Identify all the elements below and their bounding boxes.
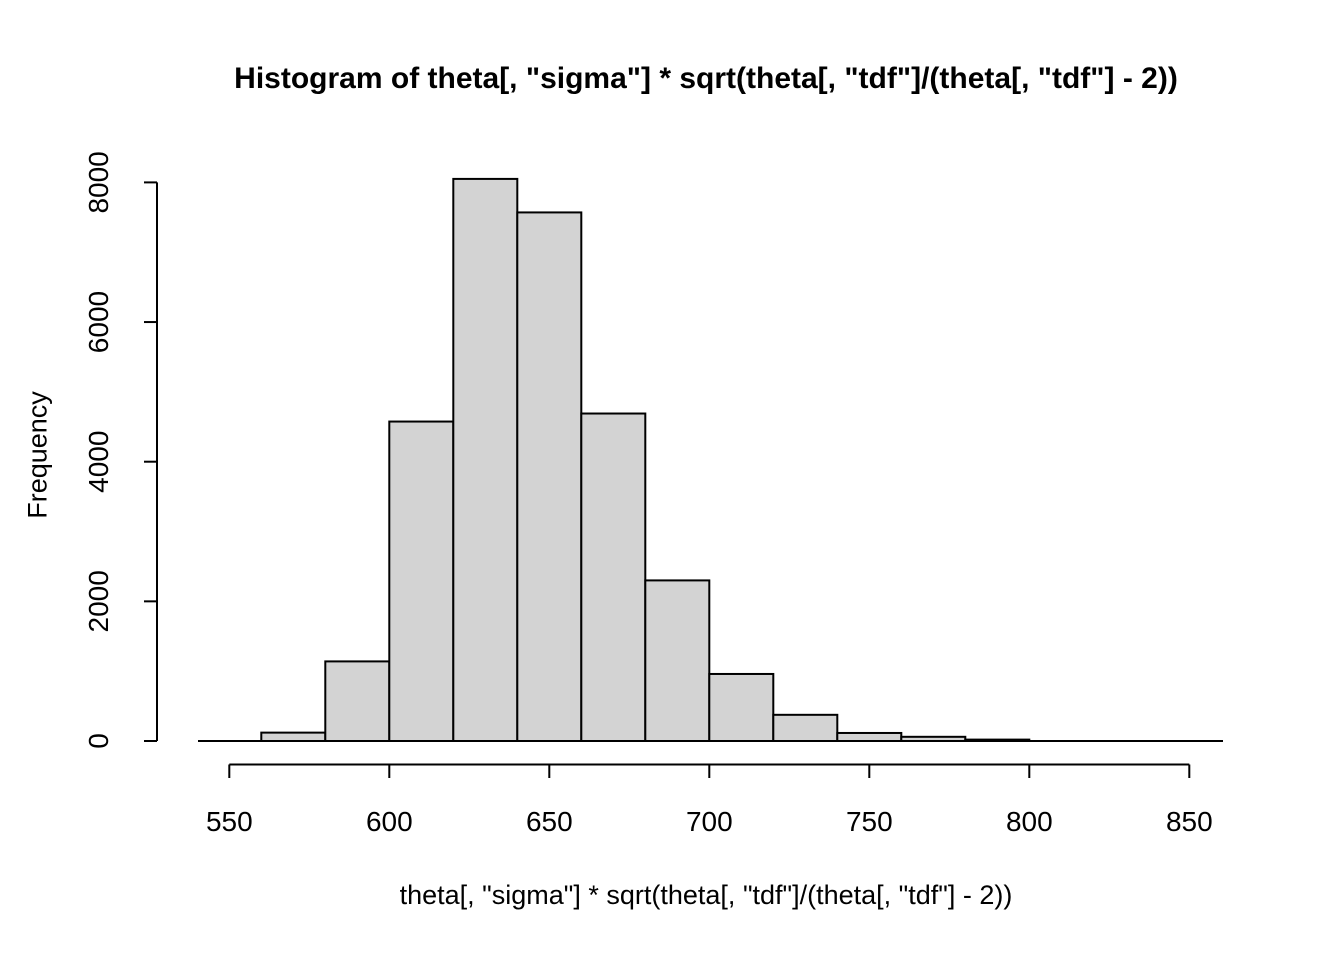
histogram-bar-660-680	[580, 412, 647, 742]
histogram-bar-680-700	[644, 579, 711, 743]
x-axis-tick-label-850: 850	[1166, 806, 1213, 837]
histogram-bar-640-660	[516, 211, 583, 742]
y-axis-tick-label-0: 0	[83, 733, 114, 749]
x-axis-tick-label-550: 550	[206, 806, 253, 837]
histogram-bar-720-740	[772, 713, 839, 742]
histogram-bar-700-720	[708, 672, 775, 743]
histogram-bar-560-580	[260, 731, 327, 742]
histogram-bar-620-640	[452, 177, 519, 742]
y-axis-tick-label-8000: 8000	[83, 151, 114, 213]
chart-title: Histogram of theta[, "sigma"] * sqrt(the…	[234, 62, 1178, 95]
x-axis-tick-label-750: 750	[846, 806, 893, 837]
histogram-bar-760-780	[900, 735, 967, 742]
histogram-bar-740-760	[836, 731, 903, 743]
y-axis-tick-label-2000: 2000	[83, 570, 114, 632]
histogram-bar-580-600	[324, 660, 391, 742]
x-axis-tick-label-800: 800	[1006, 806, 1053, 837]
x-axis-label: theta[, "sigma"] * sqrt(theta[, "tdf"]/(…	[399, 880, 1013, 910]
x-axis-tick-label-650: 650	[526, 806, 573, 837]
y-axis-tick-label-6000: 6000	[83, 291, 114, 353]
y-axis-tick-label-4000: 4000	[83, 431, 114, 493]
histogram-bar-780-800	[964, 738, 1031, 743]
x-axis-tick-label-700: 700	[686, 806, 733, 837]
histogram-bar-600-620	[388, 420, 455, 742]
x-axis-tick-label-600: 600	[366, 806, 413, 837]
